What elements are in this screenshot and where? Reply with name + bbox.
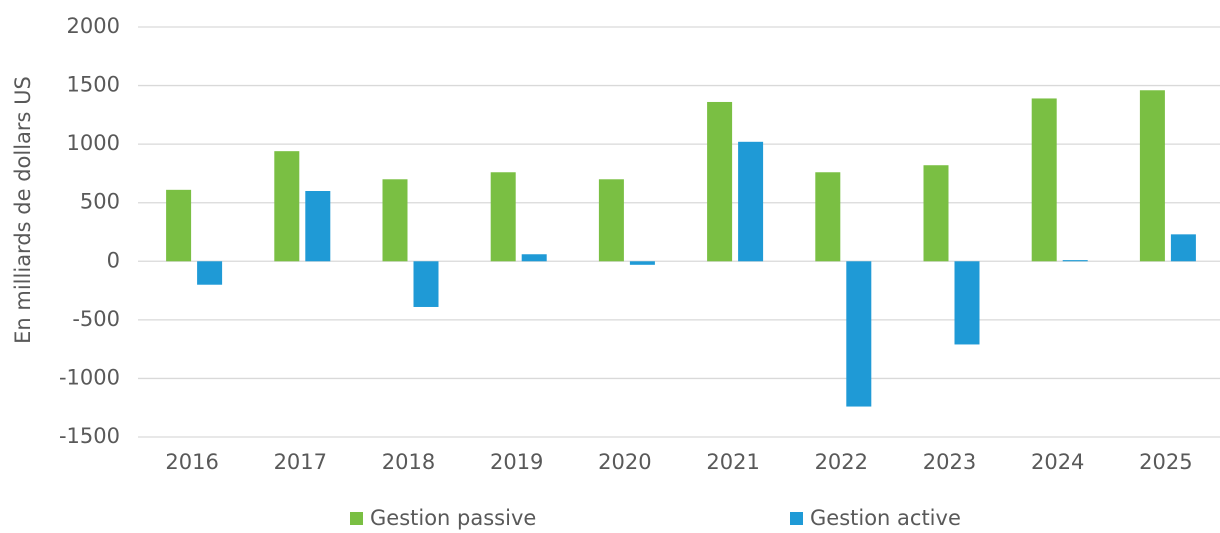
bar	[382, 179, 408, 262]
y-tick-label: 1500	[67, 73, 120, 97]
y-tick-label: -1500	[59, 424, 120, 448]
y-tick-label: -1000	[59, 365, 120, 389]
x-tick-label: 2024	[1031, 450, 1084, 474]
bar	[521, 254, 547, 262]
x-tick-label: 2017	[274, 450, 327, 474]
legend-swatch	[350, 512, 363, 525]
bar	[274, 151, 300, 262]
y-axis-label: En milliards de dollars US	[11, 76, 35, 344]
bar	[490, 172, 516, 262]
x-tick-label: 2022	[815, 450, 868, 474]
x-tick-label: 2016	[165, 450, 218, 474]
x-tick-label: 2020	[598, 450, 651, 474]
y-tick-label: 2000	[67, 14, 120, 38]
y-tick-label: 500	[80, 190, 120, 214]
y-tick-label: 0	[107, 248, 120, 272]
legend-swatch	[790, 512, 803, 525]
bar	[815, 172, 841, 262]
bar	[1031, 98, 1057, 262]
y-tick-label: -500	[72, 307, 120, 331]
bar	[846, 261, 872, 407]
bar	[954, 261, 980, 345]
x-tick-label: 2019	[490, 450, 543, 474]
bar	[305, 191, 331, 262]
x-tick-label: 2021	[706, 450, 759, 474]
x-tick-label: 2018	[382, 450, 435, 474]
legend-label: Gestion passive	[370, 506, 536, 530]
bar	[1062, 260, 1088, 262]
x-tick-label: 2023	[923, 450, 976, 474]
legend-label: Gestion active	[810, 506, 961, 530]
bar	[166, 189, 192, 262]
bar	[413, 261, 439, 307]
bar	[707, 101, 733, 262]
y-tick-label: 1000	[67, 131, 120, 155]
bar	[197, 261, 223, 285]
bar	[738, 141, 764, 262]
bar	[598, 179, 624, 262]
bar	[923, 165, 949, 262]
bar	[1170, 234, 1196, 262]
bar	[629, 261, 655, 265]
x-tick-label: 2025	[1139, 450, 1192, 474]
bar	[1139, 90, 1165, 262]
